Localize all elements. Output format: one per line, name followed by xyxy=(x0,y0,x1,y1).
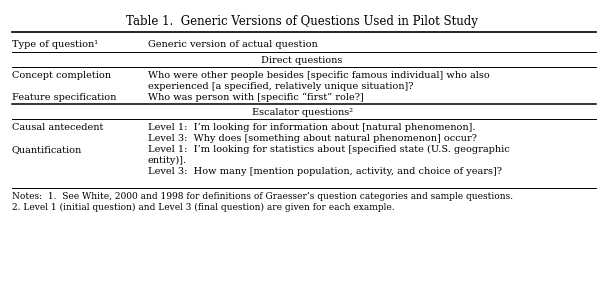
Text: Generic version of actual question: Generic version of actual question xyxy=(148,40,318,49)
Text: Feature specification: Feature specification xyxy=(12,93,117,102)
Text: Escalator questions²: Escalator questions² xyxy=(251,108,353,117)
Text: Level 1:  I’m looking for information about [natural phenomenon].
Level 3:  Why : Level 1: I’m looking for information abo… xyxy=(148,123,477,143)
Text: Who were other people besides [specific famous individual] who also
experienced : Who were other people besides [specific … xyxy=(148,71,490,91)
Text: Quantification: Quantification xyxy=(12,145,82,154)
Text: Concept completion: Concept completion xyxy=(12,71,111,80)
Text: Type of question¹: Type of question¹ xyxy=(12,40,98,49)
Text: Level 1:  I’m looking for statistics about [specified state (U.S. geographic
ent: Level 1: I’m looking for statistics abou… xyxy=(148,145,510,176)
Text: Who was person with [specific “first” role?]: Who was person with [specific “first” ro… xyxy=(148,93,364,102)
Text: Direct questions: Direct questions xyxy=(262,56,342,65)
Text: Notes:  1.  See White, 2000 and 1998 for definitions of Graesser’s question cate: Notes: 1. See White, 2000 and 1998 for d… xyxy=(12,192,513,212)
Text: Table 1.  Generic Versions of Questions Used in Pilot Study: Table 1. Generic Versions of Questions U… xyxy=(126,15,478,28)
Text: Causal antecedent: Causal antecedent xyxy=(12,123,103,132)
